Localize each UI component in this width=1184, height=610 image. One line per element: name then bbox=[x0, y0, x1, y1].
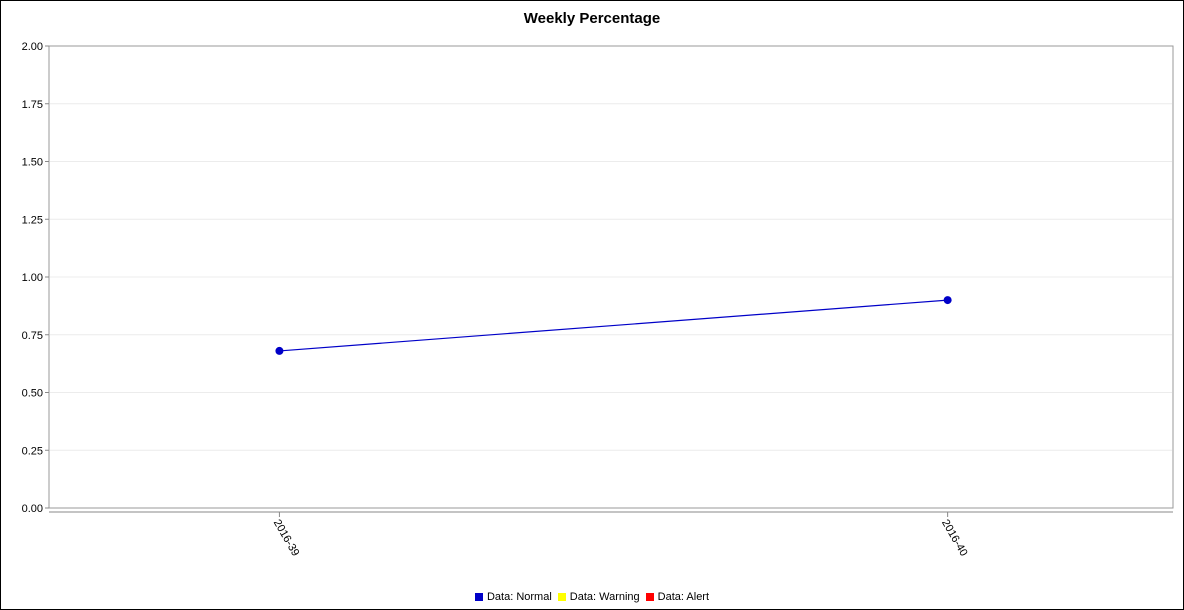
x-tick-label: 2016-39 bbox=[271, 518, 302, 559]
y-tick-label: 0.75 bbox=[22, 330, 43, 342]
y-tick-label: 0.00 bbox=[22, 503, 43, 515]
series-layer bbox=[275, 296, 952, 355]
data-point bbox=[943, 296, 952, 305]
y-tick-label: 2.00 bbox=[22, 41, 43, 53]
y-tick-label: 1.75 bbox=[22, 99, 43, 111]
legend-item-warning: Data: Warning bbox=[557, 591, 640, 603]
legend: Data: Normal Data: Warning Data: Alert bbox=[0, 591, 1184, 603]
legend-swatch-warning bbox=[557, 593, 566, 601]
grid-lines bbox=[50, 103, 1172, 451]
legend-item-normal: Data: Normal bbox=[474, 591, 552, 603]
data-point bbox=[275, 346, 284, 355]
legend-item-alert: Data: Alert bbox=[645, 591, 710, 603]
legend-label-alert: Data: Alert bbox=[657, 591, 710, 603]
x-tick-label: 2016-40 bbox=[939, 518, 970, 559]
y-tick-label: 1.50 bbox=[22, 157, 43, 169]
y-tick-label: 0.50 bbox=[22, 388, 43, 400]
y-tick-label: 0.25 bbox=[22, 445, 43, 457]
y-tick-label: 1.00 bbox=[22, 272, 43, 284]
legend-swatch-normal bbox=[474, 593, 483, 601]
legend-label-normal: Data: Normal bbox=[486, 591, 552, 603]
y-axis: 0.00 0.25 0.50 0.75 1.00 1.25 1.50 1.75 2.00 bbox=[22, 41, 49, 515]
legend-swatch-alert bbox=[645, 593, 654, 601]
chart-title: Weekly Percentage bbox=[523, 10, 661, 27]
series-line bbox=[279, 299, 948, 352]
y-tick-label: 1.25 bbox=[22, 214, 43, 226]
legend-label-warning: Data: Warning bbox=[569, 591, 640, 603]
x-axis: 2016-39 2016-40 bbox=[49, 511, 1173, 559]
